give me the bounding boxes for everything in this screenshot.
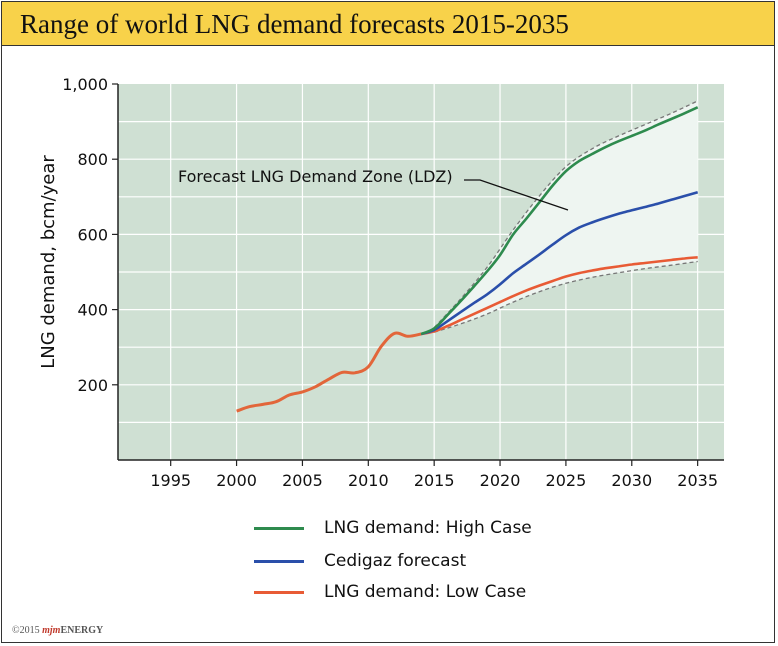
- legend-swatch-high: [254, 526, 304, 530]
- copyright-notice: ©2015 mjmENERGY: [12, 625, 103, 636]
- series-line-low-case: [420, 256, 698, 336]
- legend-label-low: LNG demand: Low Case: [324, 582, 527, 602]
- legend-swatch-low: [254, 590, 304, 594]
- legend-item-low: LNG demand: Low Case: [254, 580, 526, 604]
- legend-item-cedigaz: Cedigaz forecast: [254, 549, 466, 573]
- series-line-historical: [236, 331, 422, 413]
- y-tick-label-200: 200: [77, 376, 108, 395]
- ldz-zone: [434, 100, 698, 333]
- series-line-high-case: [420, 106, 699, 336]
- brand-mark: mjm: [42, 625, 61, 636]
- x-tick-label-2005: 2005: [282, 471, 323, 490]
- x-tick-label-2000: 2000: [216, 471, 257, 490]
- ldz-lower-bound-line: [434, 260, 698, 333]
- legend-swatch-cedigaz: [254, 559, 304, 563]
- annotation-ldz-label: Forecast LNG Demand Zone (LDZ): [178, 167, 453, 186]
- legend-item-high: LNG demand: High Case: [254, 516, 532, 540]
- chart-title: Range of world LNG demand forecasts 2015…: [20, 9, 569, 39]
- y-tick-label-600: 600: [77, 225, 108, 244]
- brand-name: ENERGY: [60, 625, 104, 636]
- annotation-leader-line: [464, 179, 569, 211]
- y-axis-title: LNG demand, bcm/year: [38, 155, 59, 369]
- series-line-cedigaz: [420, 191, 699, 336]
- x-tick-label-2020: 2020: [480, 471, 521, 490]
- legend-label-cedigaz: Cedigaz forecast: [324, 551, 467, 571]
- copyright-year: ©2015: [12, 625, 40, 636]
- y-tick-label-1000: 1,000: [62, 75, 108, 94]
- title-bar: Range of world LNG demand forecasts 2015…: [2, 2, 774, 46]
- y-tick-label-800: 800: [77, 150, 108, 169]
- y-tick-label-400: 400: [77, 301, 108, 320]
- x-tick-label-2030: 2030: [611, 471, 652, 490]
- x-tick-label-1995: 1995: [150, 471, 191, 490]
- x-tick-label-2025: 2025: [546, 471, 587, 490]
- x-tick-label-2015: 2015: [414, 471, 455, 490]
- legend-label-high: LNG demand: High Case: [324, 518, 532, 538]
- x-tick-label-2010: 2010: [348, 471, 389, 490]
- x-tick-label-2035: 2035: [677, 471, 718, 490]
